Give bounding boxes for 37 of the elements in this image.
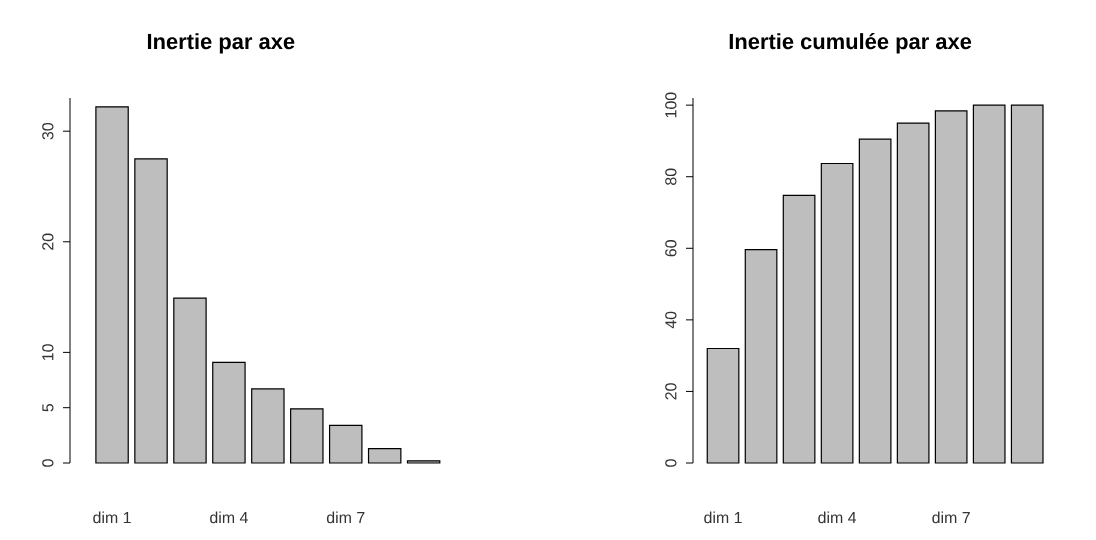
y-tick-label: 80 [665,168,677,185]
bar [782,194,816,464]
bar [934,110,968,464]
bar [134,158,168,464]
bar [173,297,207,464]
bar [212,361,246,464]
bar [896,122,930,464]
bar [290,408,324,464]
y-tick-label: 20 [42,233,54,250]
chart-title: Inertie cumulée par axe [729,32,972,54]
y-tick-label: 20 [665,383,677,400]
x-tick-label: dim 1 [704,511,742,524]
bar [858,138,892,464]
bar [251,388,285,464]
x-tick-label: dim 7 [326,511,365,524]
bar [706,347,740,464]
bar [95,106,129,464]
y-tick-label: 0 [42,459,54,467]
y-tick-label: 40 [665,311,677,329]
x-tick-label: dim 1 [93,511,131,524]
bar [328,424,363,464]
bar [367,448,402,464]
y-tick-label: 10 [42,344,54,361]
bar [1010,104,1044,464]
bar [972,104,1006,464]
chart-title: Inertie par axe [147,33,295,54]
y-tick-label: 0 [665,459,677,467]
x-tick-label: dim 4 [818,511,857,524]
y-tick-label: 60 [665,240,677,257]
bar [406,460,441,464]
y-tick-label: 30 [42,122,54,140]
y-tick-label: 5 [42,403,54,412]
bar [744,249,778,464]
x-tick-label: dim 7 [932,511,970,524]
bar [820,162,854,464]
y-tick-label: 100 [665,92,677,118]
x-tick-label: dim 4 [210,511,248,524]
